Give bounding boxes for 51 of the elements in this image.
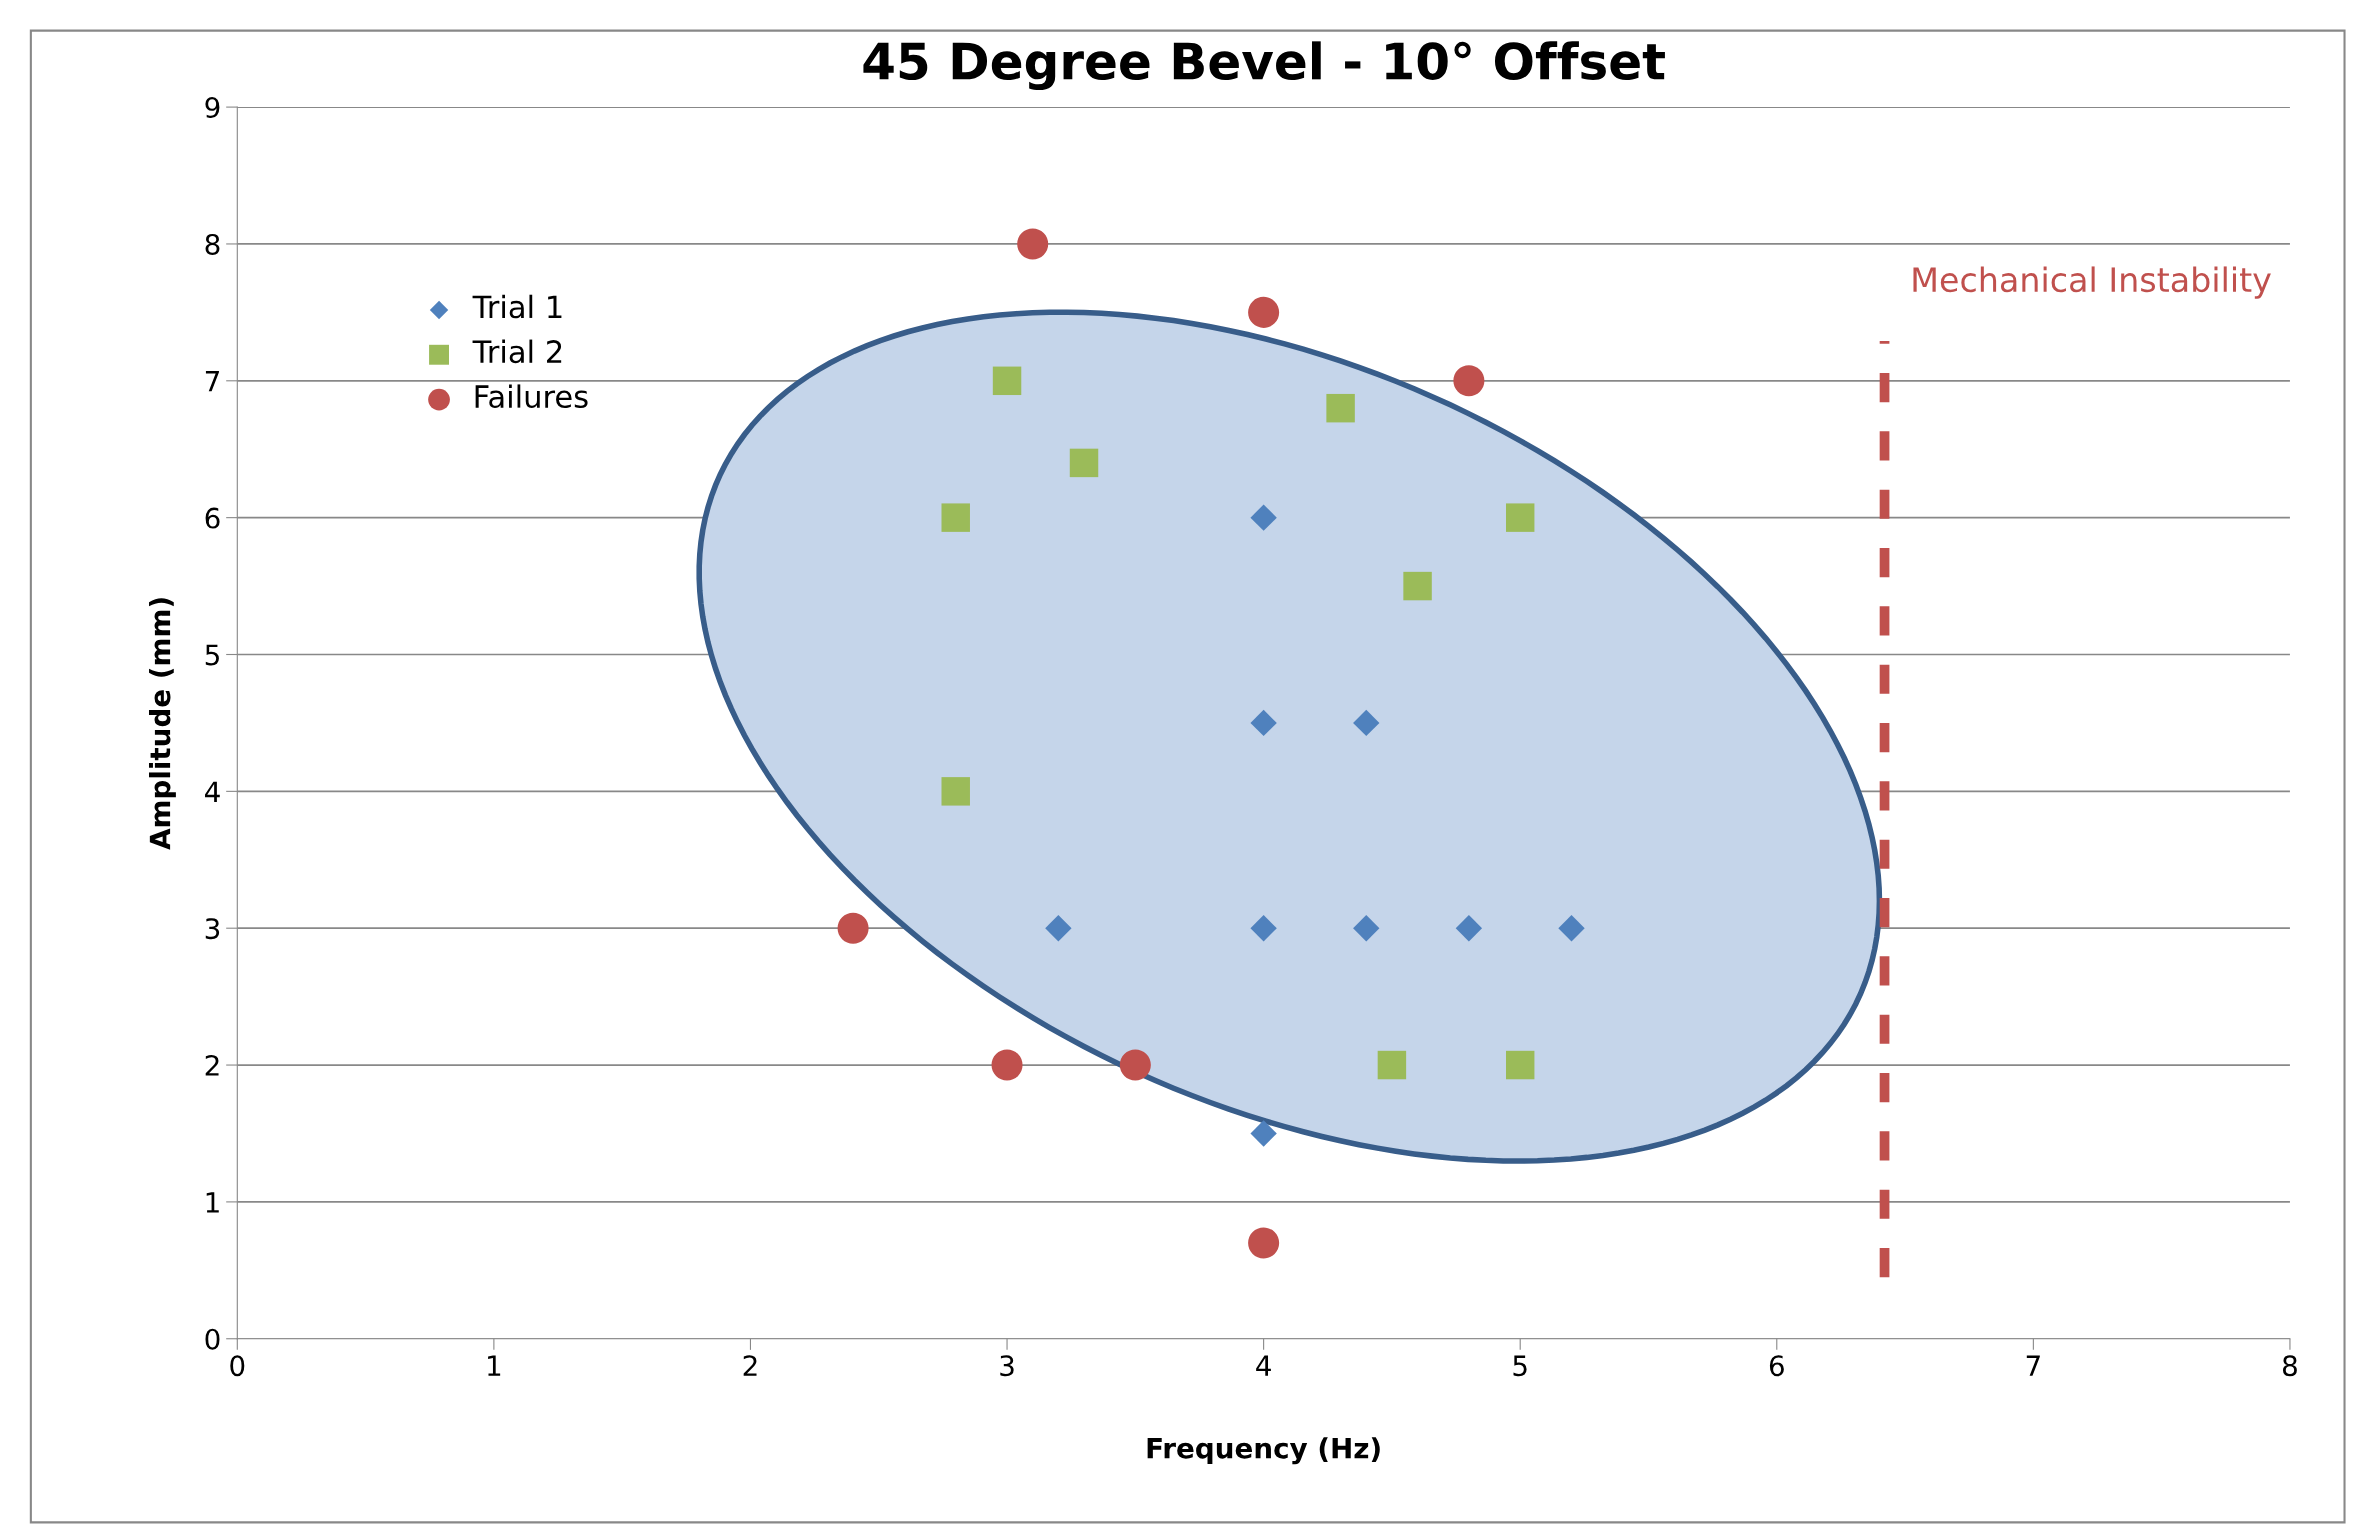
x-tick-label: 7 [2026, 1355, 2040, 1376]
point [1250, 709, 1277, 737]
y-axis-title: Amplitude (mm) [148, 598, 176, 850]
point [1453, 365, 1485, 397]
point [837, 912, 869, 944]
y-tick-label: 4 [205, 781, 220, 802]
legend-label: Failures [475, 384, 588, 409]
x-tick-label: 8 [2282, 1355, 2297, 1377]
point [941, 503, 970, 532]
legend-label: Trial 2 [472, 339, 562, 364]
y-tick-label: 2 [205, 1054, 219, 1076]
ref-line-label: Mechanical Instability [1913, 266, 2271, 299]
y-tick-label: 6 [205, 507, 220, 529]
x-tick-label: 3 [1000, 1355, 1014, 1377]
point [1017, 228, 1049, 260]
point [1403, 571, 1432, 601]
point [1326, 393, 1355, 423]
point [1353, 915, 1380, 942]
legend-label: Trial 1 [472, 294, 562, 319]
x-tick-label: 2 [743, 1355, 757, 1376]
x-tick-label: 0 [230, 1355, 245, 1377]
point [992, 366, 1022, 396]
x-tick-label: 5 [1513, 1355, 1527, 1377]
chart-title: 45 Degree Bevel - 10° Offset [863, 41, 1665, 91]
point [1377, 1050, 1407, 1080]
point [1455, 915, 1483, 942]
point [1069, 448, 1099, 478]
x-axis-title: Frequency (Hz) [1147, 1437, 1380, 1465]
point [1505, 1050, 1535, 1080]
point [941, 777, 970, 806]
y-tick-label: 7 [205, 371, 219, 392]
y-tick-label: 9 [205, 97, 220, 119]
x-tick-label: 1 [488, 1355, 501, 1376]
x-tick-label: 4 [1256, 1355, 1271, 1376]
y-tick-label: 8 [205, 233, 220, 255]
y-tick-label: 5 [205, 644, 219, 666]
point [1250, 915, 1277, 942]
point [991, 1049, 1023, 1081]
point [1248, 296, 1280, 328]
point [1045, 915, 1072, 942]
point [1119, 1049, 1151, 1081]
point [1353, 709, 1380, 737]
y-tick-label: 1 [206, 1192, 219, 1213]
point [1558, 915, 1585, 942]
x-tick-label: 6 [1769, 1355, 1784, 1377]
y-tick-label: 3 [205, 918, 220, 940]
point [1250, 1120, 1277, 1147]
point [1505, 503, 1535, 532]
point [1250, 504, 1277, 531]
point [1248, 1227, 1280, 1259]
y-tick-label: 0 [205, 1328, 220, 1350]
